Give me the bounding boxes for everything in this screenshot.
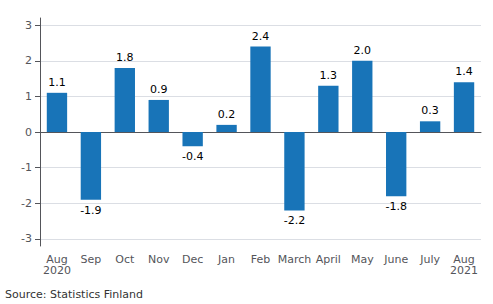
svg-text:March: March bbox=[278, 253, 312, 266]
svg-text:Oct: Oct bbox=[115, 253, 135, 266]
svg-text:2021: 2021 bbox=[450, 264, 478, 277]
svg-text:-1: -1 bbox=[21, 161, 32, 174]
svg-text:2.4: 2.4 bbox=[252, 30, 270, 43]
svg-text:Aug: Aug bbox=[453, 253, 475, 266]
svg-text:2020: 2020 bbox=[43, 264, 71, 277]
svg-text:0.3: 0.3 bbox=[421, 104, 439, 117]
svg-text:1.8: 1.8 bbox=[116, 51, 134, 64]
svg-text:Nov: Nov bbox=[148, 253, 170, 266]
svg-text:-3: -3 bbox=[21, 232, 32, 245]
svg-text:-1.9: -1.9 bbox=[80, 204, 101, 217]
svg-text:June: June bbox=[383, 253, 408, 266]
svg-text:Aug: Aug bbox=[46, 253, 68, 266]
svg-text:0: 0 bbox=[25, 126, 32, 139]
svg-text:-0.4: -0.4 bbox=[182, 150, 203, 163]
svg-text:0.2: 0.2 bbox=[218, 108, 236, 121]
svg-text:April: April bbox=[316, 253, 341, 266]
svg-text:1: 1 bbox=[25, 90, 32, 103]
svg-text:1.4: 1.4 bbox=[455, 65, 473, 78]
svg-text:3: 3 bbox=[25, 19, 32, 32]
svg-text:July: July bbox=[419, 253, 440, 266]
svg-text:Source: Statistics Finland: Source: Statistics Finland bbox=[5, 288, 143, 301]
svg-text:-2: -2 bbox=[21, 197, 32, 210]
svg-text:-1.8: -1.8 bbox=[385, 200, 406, 213]
svg-text:Feb: Feb bbox=[251, 253, 270, 266]
svg-text:2: 2 bbox=[25, 54, 32, 67]
svg-text:Dec: Dec bbox=[182, 253, 203, 266]
svg-text:1.3: 1.3 bbox=[320, 69, 338, 82]
svg-text:-2.2: -2.2 bbox=[284, 214, 305, 227]
svg-text:May: May bbox=[351, 253, 374, 266]
svg-text:Sep: Sep bbox=[81, 253, 102, 266]
svg-text:1.1: 1.1 bbox=[48, 76, 66, 89]
svg-text:2.0: 2.0 bbox=[354, 44, 372, 57]
svg-text:0.9: 0.9 bbox=[150, 83, 168, 96]
svg-text:Jan: Jan bbox=[217, 253, 235, 266]
